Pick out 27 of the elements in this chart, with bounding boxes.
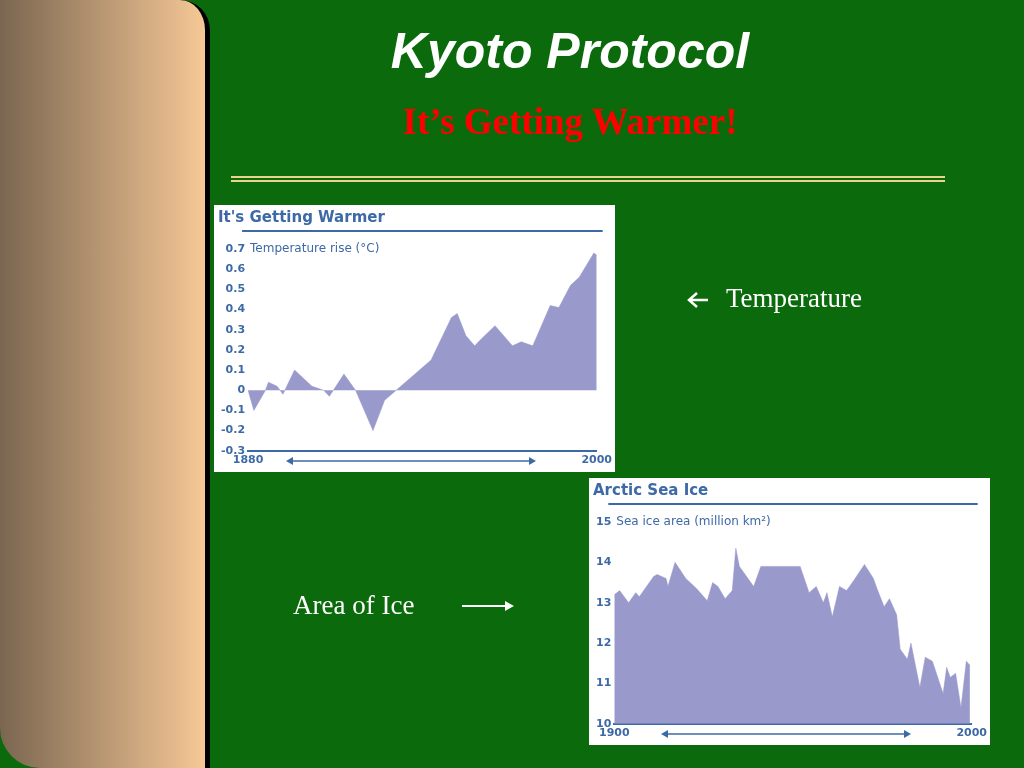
x-tick-label: 1880 xyxy=(232,453,264,467)
y-tick-label: 0.7 xyxy=(225,241,246,255)
y-tick-label: 0.2 xyxy=(225,342,246,356)
text: Area of Ice xyxy=(293,590,415,621)
text: It’s Getting Warmer! xyxy=(401,100,739,143)
y-tick-label: 0.3 xyxy=(225,322,246,336)
y-tick-label: 0 xyxy=(237,383,246,397)
y-axis-title: Temperature rise (°C) xyxy=(249,241,380,256)
y-tick-label: 0.6 xyxy=(225,262,246,276)
text: Kyoto Protocol xyxy=(389,22,751,80)
y-tick-label: 12 xyxy=(596,635,612,649)
y-tick-label: 0.5 xyxy=(225,282,246,296)
y-tick-label: 14 xyxy=(596,555,612,569)
y-tick-label: 11 xyxy=(596,676,612,690)
y-tick-label: 0.1 xyxy=(225,362,246,376)
x-tick-label: 1900 xyxy=(599,726,630,740)
text: Temperature xyxy=(726,283,863,314)
x-tick-label: 2000 xyxy=(581,453,613,467)
chart-title: Arctic Sea Ice xyxy=(593,480,709,499)
y-tick-label: 0.4 xyxy=(225,302,246,316)
y-tick-label: -0.1 xyxy=(220,403,246,417)
x-tick-label: 2000 xyxy=(956,726,988,740)
y-tick-label: 13 xyxy=(596,595,612,609)
y-axis-title: Sea ice area (million km²) xyxy=(616,514,771,529)
chart-title: It's Getting Warmer xyxy=(218,207,386,226)
y-tick-label: -0.2 xyxy=(220,423,246,437)
y-tick-label: 15 xyxy=(596,514,612,528)
